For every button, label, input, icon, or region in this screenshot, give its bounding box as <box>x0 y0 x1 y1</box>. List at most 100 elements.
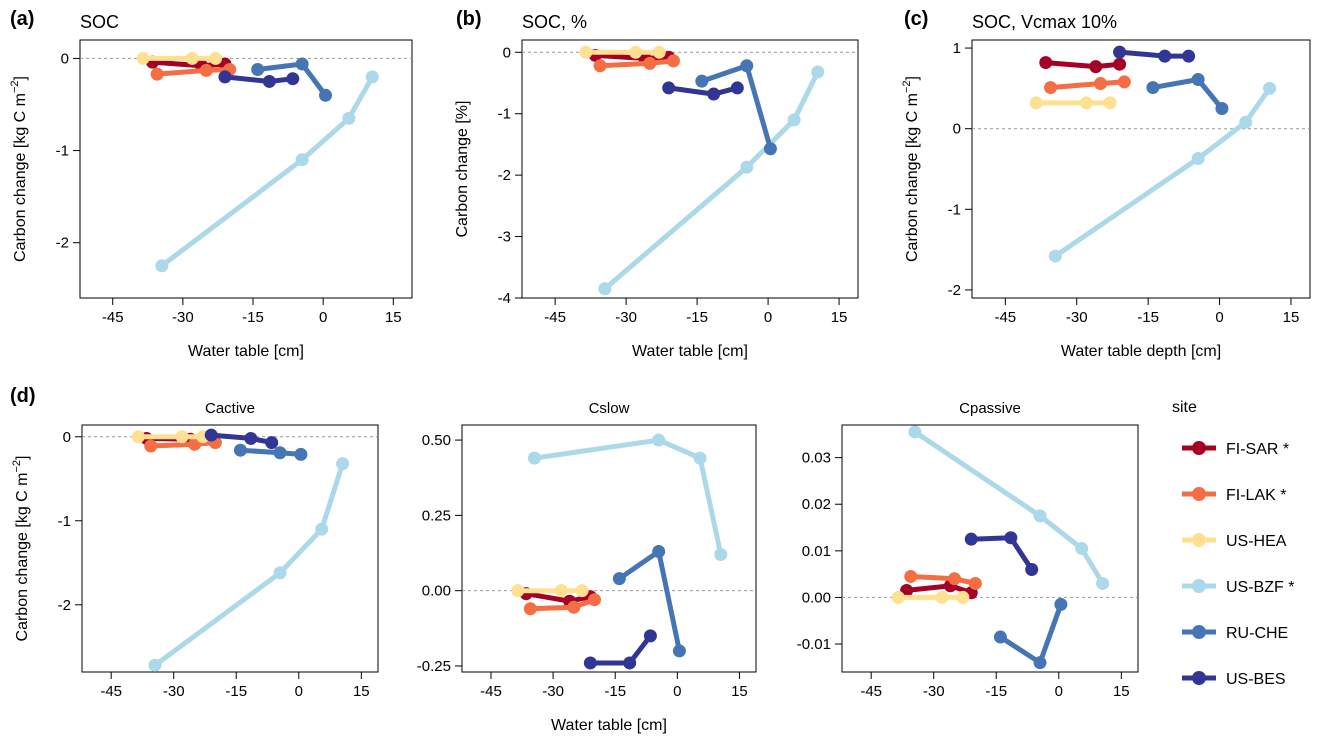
data-point <box>294 447 308 461</box>
series-line <box>237 447 304 457</box>
series-us-bes <box>218 70 300 88</box>
plot-frame <box>521 39 859 299</box>
series-us-bzf <box>1048 81 1277 263</box>
x-tick-label: -30 <box>1066 309 1088 326</box>
y-tick-label: -1 <box>948 201 961 218</box>
data-point <box>787 113 801 127</box>
legend-label: FI-SAR * <box>1226 441 1289 458</box>
x-axis-label: Water table [cm] <box>632 343 748 360</box>
chart-title: Cactive <box>205 400 255 417</box>
y-tick-label: -1 <box>56 143 69 160</box>
data-point <box>188 437 202 451</box>
series-line <box>666 85 740 97</box>
series-fi-sar <box>1039 56 1127 74</box>
data-point <box>251 62 265 76</box>
data-point <box>1191 73 1205 87</box>
data-point <box>233 443 247 457</box>
series-fi-lak <box>523 593 602 616</box>
y-tick-label: -2 <box>948 282 961 299</box>
data-point <box>891 590 905 604</box>
y-tick-label: 0.25 <box>422 507 451 524</box>
x-tick-label: 0 <box>673 683 681 700</box>
data-point <box>935 590 949 604</box>
data-point <box>336 457 350 471</box>
panel-label-b: (b) <box>456 8 482 30</box>
data-point <box>612 572 626 586</box>
x-tick-label: 0 <box>1055 683 1063 700</box>
x-tick-label: -45 <box>994 309 1016 326</box>
y-tick-label: 0.50 <box>422 432 451 449</box>
data-point <box>1089 60 1103 74</box>
data-point <box>1094 77 1108 91</box>
legend-item: RU-CHE <box>1182 625 1288 642</box>
series-ru-che <box>695 59 777 156</box>
data-point <box>993 630 1007 644</box>
data-point <box>707 87 721 101</box>
data-point <box>262 74 276 88</box>
series-us-bzf <box>155 70 379 273</box>
data-point <box>652 45 666 59</box>
y-tick-label: 0.00 <box>802 589 831 606</box>
chart-title: Cpassive <box>959 400 1021 417</box>
x-tick-label: -15 <box>242 309 264 326</box>
data-point <box>623 656 637 670</box>
data-point <box>652 433 666 447</box>
series-us-bzf <box>148 457 350 672</box>
data-point <box>1079 96 1093 110</box>
data-point <box>652 545 666 559</box>
x-tick-label: 15 <box>1113 683 1130 700</box>
chart-title: SOC, Vcmax 10% <box>972 12 1117 32</box>
data-point <box>511 584 525 598</box>
x-tick-label: -45 <box>860 683 882 700</box>
chart-title: Cslow <box>589 400 630 417</box>
data-point <box>598 282 612 296</box>
data-point <box>593 59 607 73</box>
data-point <box>1191 152 1205 166</box>
legend-label: FI-LAK * <box>1226 487 1286 504</box>
x-tick-label: -15 <box>604 683 626 700</box>
y-tick-label: 0.02 <box>802 496 831 513</box>
series-ru-che <box>251 57 332 102</box>
legend: site FI-SAR * FI-LAK * US-HEA US-BZF * RU-CHE… <box>1172 399 1294 688</box>
chart-title: SOC <box>80 12 119 32</box>
series-ru-che <box>233 443 308 461</box>
y-tick-label: 1 <box>953 40 961 57</box>
y-tick-label: -1 <box>58 513 71 530</box>
series-line <box>1150 77 1225 111</box>
y-tick-label: 0 <box>63 429 71 446</box>
series-line <box>597 58 676 69</box>
data-point <box>155 259 169 273</box>
y-tick-label: 0.03 <box>802 450 831 467</box>
series-line <box>602 69 821 292</box>
data-point <box>315 522 329 536</box>
data-point <box>643 56 657 70</box>
legend-item: FI-LAK * <box>1182 487 1286 504</box>
legend-title: site <box>1172 399 1197 416</box>
y-tick-label: -0.01 <box>797 636 831 653</box>
data-point <box>209 51 223 65</box>
series-us-hea <box>131 430 210 444</box>
data-point <box>175 430 189 444</box>
plot-frame <box>81 424 379 673</box>
x-axis-label: Water table [cm] <box>551 717 667 734</box>
panel-label-d: (d) <box>10 385 36 407</box>
legend-swatch-marker <box>1192 671 1206 685</box>
series-us-bzf <box>908 425 1110 590</box>
series-line <box>908 574 978 586</box>
series-us-hea <box>136 51 223 65</box>
legend-item: US-BZF * <box>1182 579 1294 596</box>
data-point <box>265 436 279 450</box>
data-point <box>148 658 162 672</box>
chart-c: -45 -30 -15 0 15 -2 -1 0 1 SOC, Vcmax 10% Water ta… <box>901 12 1311 360</box>
x-tick-label: -30 <box>923 683 945 700</box>
chart-d2: -45 -30 -15 0 15 -0.25 0.00 0.25 0.50 Cslow Water … <box>417 400 757 734</box>
series-us-bes <box>583 629 657 670</box>
y-tick-label: 0.01 <box>802 543 831 560</box>
data-point <box>1146 81 1160 95</box>
data-point <box>185 51 199 65</box>
x-tick-label: -15 <box>686 309 708 326</box>
series-us-hea <box>1029 96 1117 110</box>
legend-item: US-BES <box>1182 671 1286 688</box>
y-tick-label: -3 <box>498 229 511 246</box>
data-point <box>567 600 581 614</box>
